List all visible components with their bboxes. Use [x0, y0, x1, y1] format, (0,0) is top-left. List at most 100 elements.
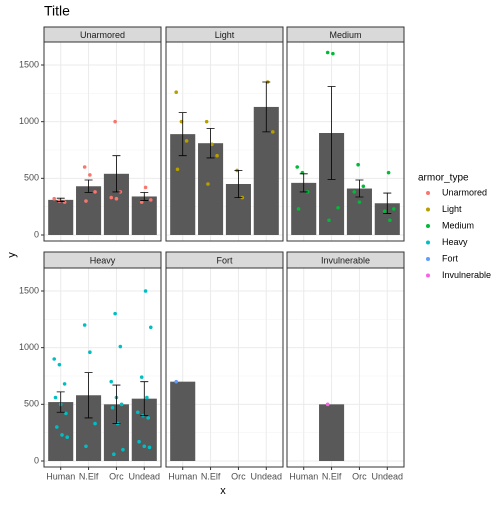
- data-point: [204, 119, 209, 124]
- strip: [43, 251, 162, 269]
- strip: [286, 26, 405, 43]
- strip-label: Invulnerable: [321, 255, 370, 265]
- data-point: [215, 153, 219, 158]
- x-axis-label: x: [220, 485, 226, 497]
- y-tick-label: 1500: [19, 59, 39, 69]
- data-point: [88, 173, 92, 177]
- data-point: [142, 444, 147, 449]
- data-point: [148, 198, 153, 202]
- error-bar: [206, 128, 215, 159]
- bar: [170, 381, 196, 461]
- data-point: [135, 410, 140, 415]
- error-bar: [56, 197, 65, 202]
- error-bar: [84, 372, 93, 419]
- data-point: [361, 184, 366, 189]
- x-tick-label: N.Elf: [201, 471, 221, 481]
- bar: [48, 199, 74, 235]
- y-tick-label: 500: [24, 399, 39, 409]
- strip-label: Medium: [329, 30, 361, 40]
- data-point: [148, 325, 153, 330]
- data-point: [139, 200, 144, 204]
- data-point: [109, 379, 114, 384]
- strip: [165, 26, 284, 43]
- data-point: [88, 350, 92, 355]
- data-point: [139, 375, 144, 379]
- strip: [165, 251, 284, 269]
- data-point: [175, 167, 180, 172]
- error-bar: [84, 179, 93, 193]
- data-point: [146, 416, 150, 420]
- data-point: [143, 185, 148, 190]
- data-point: [356, 162, 360, 167]
- legend-marker: [426, 257, 430, 261]
- strip: [43, 26, 162, 43]
- data-point: [336, 205, 340, 210]
- x-tick-label: Undead: [372, 471, 404, 481]
- data-point: [113, 119, 117, 124]
- legend-marker: [426, 207, 430, 212]
- error-bar: [140, 192, 149, 201]
- error-bar: [262, 81, 271, 133]
- y-tick-label: 1500: [19, 285, 39, 295]
- data-point: [52, 196, 57, 201]
- data-point: [110, 405, 115, 410]
- data-point: [137, 439, 141, 444]
- strip-label: Unarmored: [80, 30, 125, 40]
- error-bar: [56, 391, 65, 413]
- legend-marker: [426, 273, 430, 278]
- error-bar: [383, 192, 392, 214]
- error-bar: [327, 86, 336, 180]
- data-point: [84, 444, 88, 449]
- data-point: [357, 200, 362, 204]
- data-point: [325, 402, 330, 407]
- data-point: [57, 362, 62, 367]
- legend-marker: [426, 224, 430, 228]
- data-point: [93, 190, 97, 194]
- x-tick-label: Orc: [231, 471, 246, 481]
- data-point: [82, 165, 87, 169]
- error-bar: [355, 179, 364, 198]
- y-tick-label: 1000: [19, 342, 39, 352]
- data-point: [174, 90, 179, 95]
- strip-label: Heavy: [90, 255, 116, 265]
- legend-label: Light: [442, 204, 462, 214]
- strip-label: Fort: [216, 255, 233, 265]
- data-point: [331, 51, 335, 56]
- data-point: [64, 411, 68, 416]
- legend-label: Medium: [442, 220, 474, 230]
- legend-marker: [426, 191, 430, 195]
- x-tick-label: Orc: [109, 471, 124, 481]
- x-tick-label: N.Elf: [79, 471, 99, 481]
- data-point: [382, 209, 387, 213]
- strip-label: Light: [215, 30, 235, 40]
- data-point: [386, 170, 391, 175]
- data-point: [113, 311, 117, 316]
- data-point: [119, 402, 124, 407]
- data-point: [143, 289, 148, 293]
- data-point: [93, 421, 97, 426]
- x-tick-label: Human: [168, 471, 197, 481]
- legend-marker: [426, 240, 430, 245]
- y-axis-label: y: [6, 252, 18, 258]
- data-point: [295, 165, 300, 169]
- x-tick-label: Human: [46, 471, 75, 481]
- data-point: [118, 344, 123, 349]
- data-point: [84, 199, 88, 203]
- legend-label: Heavy: [442, 237, 468, 247]
- data-point: [121, 447, 125, 452]
- data-point: [391, 207, 396, 211]
- error-bar: [178, 112, 187, 157]
- error-bar: [112, 384, 121, 424]
- data-point: [114, 196, 119, 201]
- data-point: [52, 357, 57, 361]
- data-point: [327, 218, 331, 223]
- x-tick-label: Undead: [251, 471, 283, 481]
- data-point: [206, 182, 210, 186]
- data-point: [62, 382, 67, 386]
- error-bar: [112, 155, 121, 193]
- strip: [286, 251, 405, 269]
- x-tick-label: N.Elf: [322, 471, 342, 481]
- bar: [131, 196, 157, 235]
- y-tick-label: 500: [24, 173, 39, 183]
- x-tick-label: Orc: [352, 471, 367, 481]
